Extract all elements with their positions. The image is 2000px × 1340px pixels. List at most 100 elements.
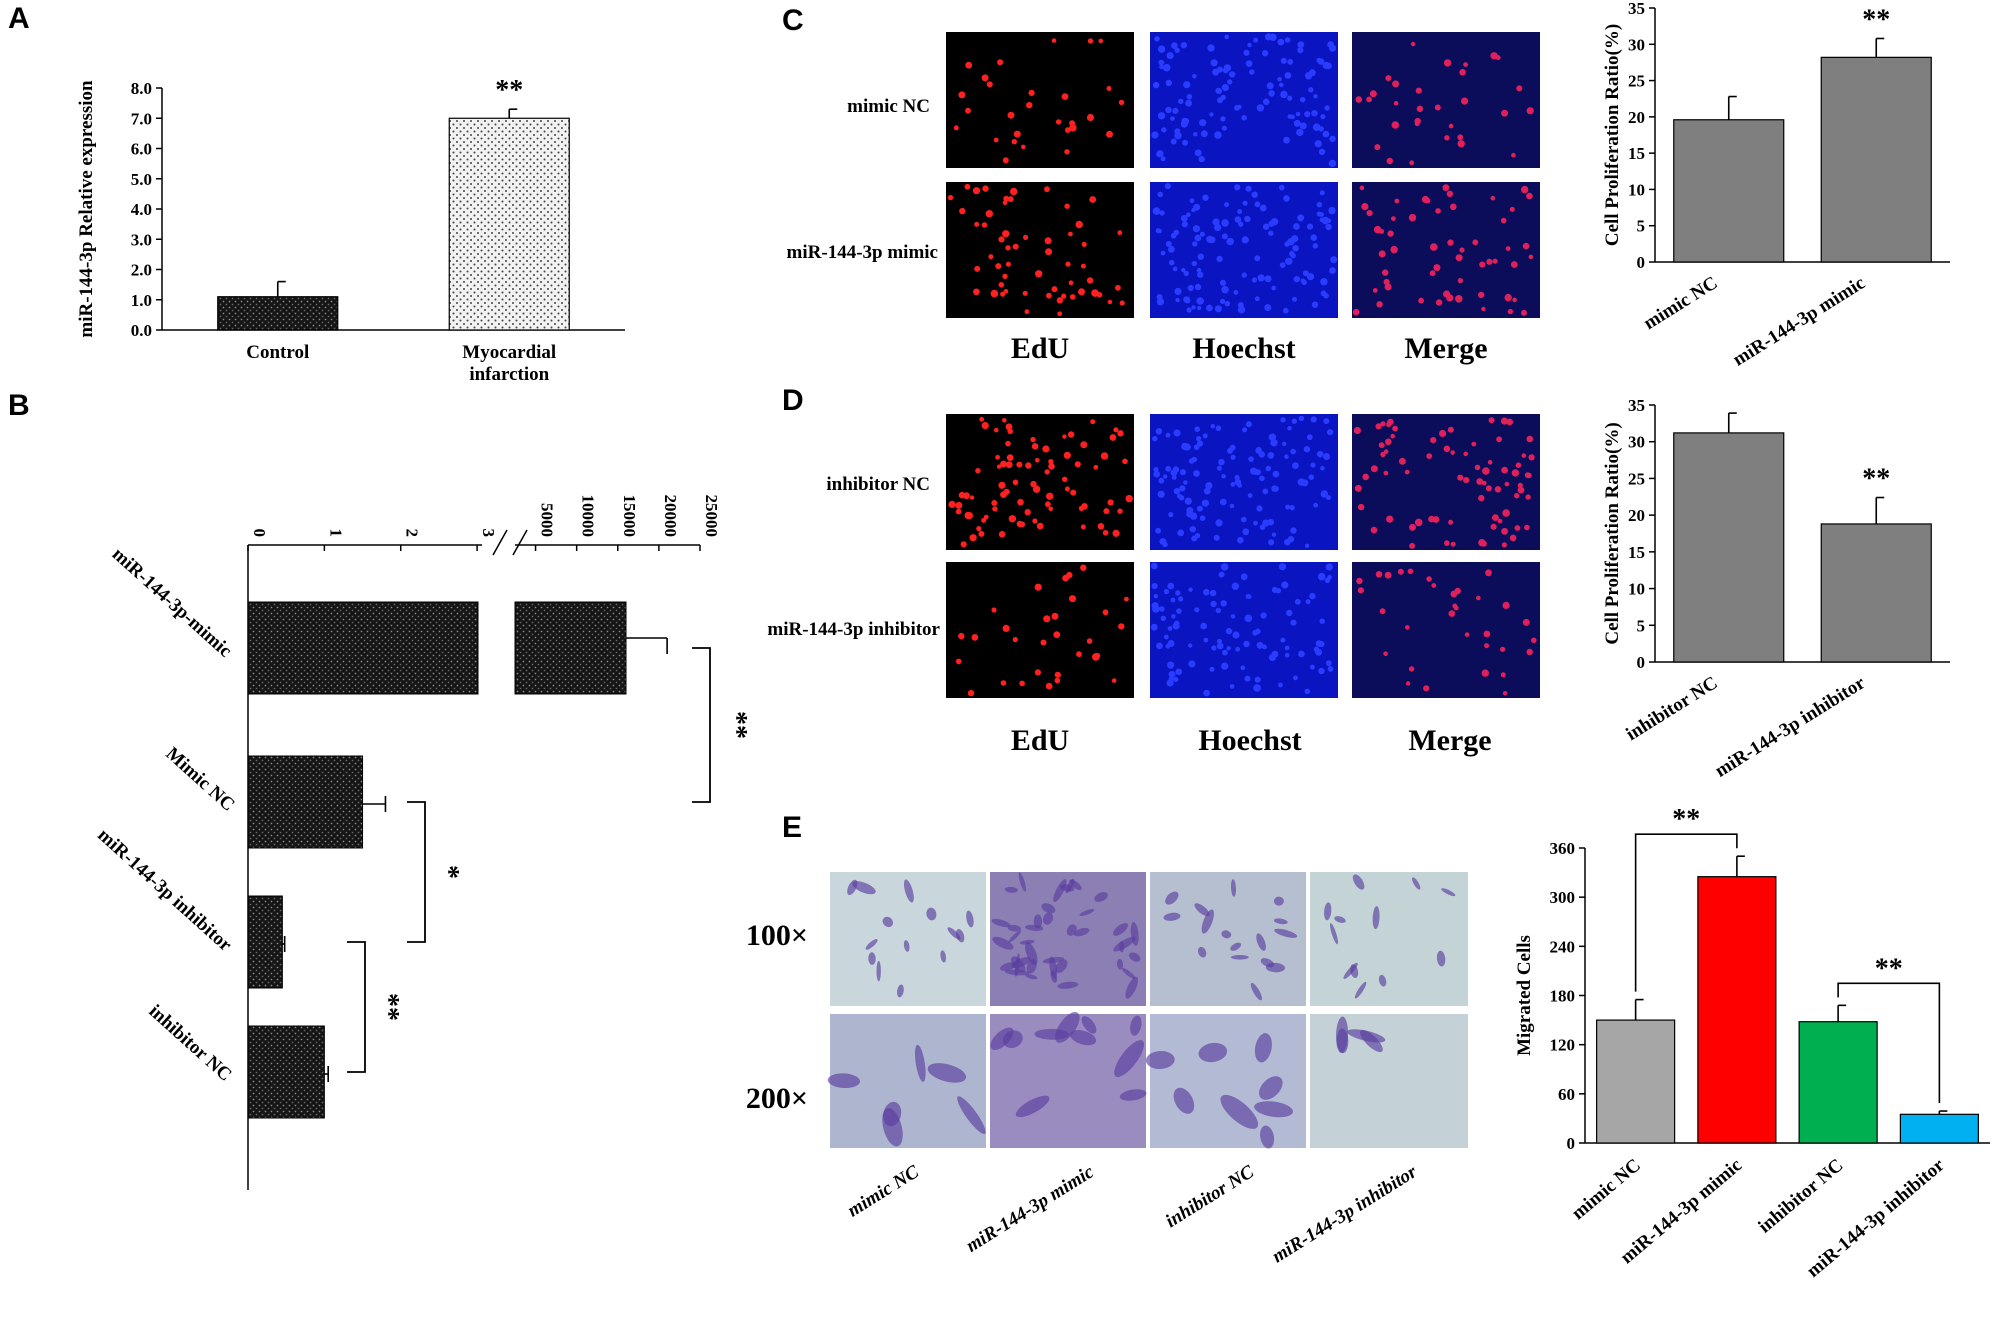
nucleus-dot <box>958 632 965 640</box>
nucleus-dot <box>1502 691 1508 696</box>
x-tick-label: 1 <box>326 529 345 538</box>
nucleus-dot <box>1194 607 1200 613</box>
nucleus-dot <box>1369 90 1377 98</box>
nucleus-dot <box>1043 615 1051 623</box>
nucleus-dot <box>972 187 981 195</box>
nucleus-dot <box>1172 107 1179 114</box>
nucleus-dot <box>1482 467 1490 475</box>
y-category-label: inhibitor NC <box>145 1001 236 1086</box>
panel-label-d: D <box>782 384 804 417</box>
nucleus-dot <box>1170 138 1177 145</box>
nucleus-dot <box>1478 494 1485 502</box>
nucleus-dot <box>1283 307 1289 314</box>
nucleus-dot <box>1397 568 1404 575</box>
nucleus-dot <box>1297 47 1304 54</box>
nucleus-dot <box>1299 122 1307 130</box>
nucleus-dot <box>1261 50 1269 57</box>
nucleus-dot <box>1220 563 1229 571</box>
nucleus-dot <box>1107 499 1114 506</box>
x-category-label: mimic NC <box>1640 272 1721 334</box>
nucleus-dot <box>1054 671 1061 678</box>
nucleus-dot <box>1316 201 1323 208</box>
x-tick-label: 5000 <box>538 503 557 537</box>
nucleus-dot <box>1269 33 1277 41</box>
nucleus-dot <box>1444 135 1450 141</box>
nucleus-dot <box>1183 270 1189 277</box>
significance-label: ** <box>721 711 752 739</box>
nucleus-dot <box>1203 637 1209 643</box>
stained-cell <box>1116 958 1124 970</box>
nucleus-dot <box>964 511 972 520</box>
nucleus-dot <box>1165 432 1171 438</box>
column-label-e2: miR-144-3p mimic <box>963 1161 1099 1257</box>
micrograph-edu-d2 <box>946 562 1134 698</box>
significance-bracket <box>692 647 711 803</box>
nucleus-dot <box>1194 149 1202 157</box>
bar-2 <box>1820 523 1932 663</box>
nucleus-dot <box>1506 418 1514 426</box>
nucleus-dot <box>1172 266 1178 272</box>
nucleus-dot <box>1305 599 1311 605</box>
nucleus-dot <box>1525 494 1531 500</box>
nucleus-dot <box>1196 297 1204 305</box>
nucleus-dot <box>1410 41 1416 47</box>
nucleus-dot <box>1291 418 1298 424</box>
nucleus-dot <box>1459 69 1466 76</box>
y-tick-label: 20 <box>1628 108 1645 127</box>
nucleus-dot <box>1501 109 1509 117</box>
nucleus-dot <box>1069 120 1076 127</box>
nucleus-dot <box>1166 52 1174 60</box>
nucleus-dot <box>1024 309 1030 315</box>
stained-cell <box>1019 939 1035 945</box>
nucleus-dot <box>1271 650 1279 658</box>
nucleus-dot <box>1310 462 1316 468</box>
nucleus-dot <box>1464 632 1470 637</box>
nucleus-dot <box>1500 417 1509 425</box>
nucleus-dot <box>1107 299 1113 305</box>
nucleus-dot <box>1048 463 1055 470</box>
nucleus-dot <box>1175 297 1180 303</box>
nucleus-dot <box>1250 467 1258 475</box>
nucleus-dot <box>1455 295 1463 303</box>
nucleus-dot <box>1366 210 1373 217</box>
nucleus-dot <box>1002 273 1008 279</box>
nucleus-dot <box>1064 203 1070 209</box>
nucleus-dot <box>1214 224 1222 232</box>
nucleus-dot <box>1201 499 1209 507</box>
nucleus-dot <box>1280 637 1286 643</box>
nucleus-dot <box>1256 641 1264 649</box>
nucleus-dot <box>1155 228 1161 234</box>
nucleus-dot <box>1414 518 1423 527</box>
nucleus-dot <box>1284 72 1292 79</box>
nucleus-dot <box>1028 89 1035 96</box>
nucleus-dot <box>1270 439 1278 447</box>
stained-cell <box>1010 956 1026 973</box>
nucleus-dot <box>1159 210 1165 216</box>
nucleus-dot <box>1156 642 1163 650</box>
nucleus-dot <box>1212 218 1220 226</box>
nucleus-dot <box>981 422 989 430</box>
y-tick-label: 5 <box>1637 217 1646 236</box>
nucleus-dot <box>1500 646 1506 652</box>
nucleus-dot <box>1392 80 1400 88</box>
stained-cell <box>896 984 904 998</box>
nucleus-dot <box>1173 676 1179 683</box>
nucleus-dot <box>1045 248 1053 256</box>
micrograph-edu-c2 <box>946 182 1134 318</box>
nucleus-dot <box>1310 416 1317 423</box>
nucleus-dot <box>1178 596 1184 602</box>
stained-cell <box>1007 924 1022 932</box>
nucleus-dot <box>1478 291 1485 299</box>
y-tick-label: 25 <box>1628 469 1645 488</box>
nucleus-dot <box>1051 612 1059 620</box>
nucleus-dot <box>1378 250 1386 258</box>
nucleus-dot <box>1409 523 1416 531</box>
significance-label: * <box>433 865 464 879</box>
stained-cell <box>1441 888 1456 897</box>
micrograph-e-200x-3 <box>1150 1014 1306 1148</box>
stained-cell <box>1119 1089 1147 1101</box>
nucleus-dot <box>1384 283 1392 291</box>
nucleus-dot <box>1358 503 1365 511</box>
nucleus-dot <box>1446 190 1454 197</box>
